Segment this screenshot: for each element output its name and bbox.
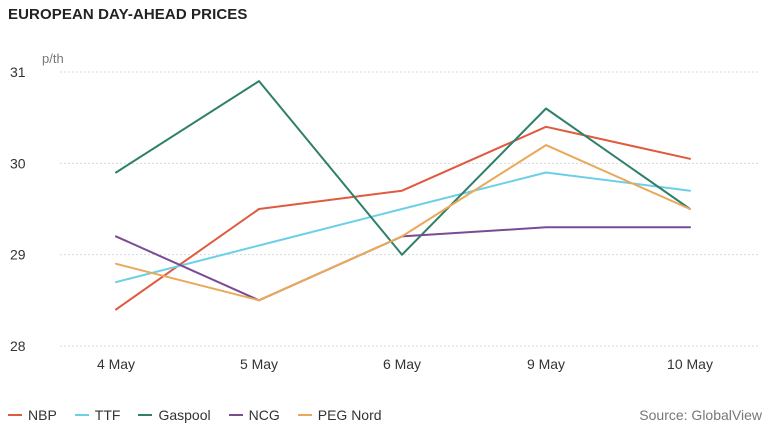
legend-item: PEG Nord	[297, 407, 382, 423]
y-axis-ticks: 28 29 30 31	[10, 64, 26, 354]
x-tick-label: 6 May	[383, 356, 421, 372]
gridlines	[60, 71, 760, 347]
legend-swatch	[8, 414, 22, 416]
series-line-ncg	[115, 226, 691, 302]
series-line-peg-nord	[115, 144, 691, 302]
legend-item: NBP	[8, 407, 57, 423]
series-line-gaspool	[115, 80, 691, 256]
series-line-ttf	[115, 171, 691, 284]
legend-item: TTF	[74, 407, 121, 423]
y-tick-label: 30	[10, 155, 26, 171]
legend-label: PEG Nord	[317, 407, 382, 423]
line-chart: p/th 28 29 30 31 4 May 5 May 6 May 9 May 10 May	[10, 51, 760, 372]
x-tick-label: 10 May	[667, 356, 713, 372]
y-axis-unit-label: p/th	[42, 51, 64, 66]
x-tick-label: 9 May	[527, 356, 565, 372]
legend: NBP TTF Gaspool NCG PEG Nord	[8, 407, 400, 423]
series-line-nbp	[115, 125, 691, 311]
chart-title: EUROPEAN DAY-AHEAD PRICES	[8, 6, 248, 23]
x-tick-label: 5 May	[240, 356, 278, 372]
legend-label: NCG	[248, 407, 280, 423]
x-axis-ticks: 4 May 5 May 6 May 9 May 10 May	[97, 356, 713, 372]
legend-label: TTF	[94, 407, 121, 423]
source-note: Source: GlobalView	[639, 407, 762, 423]
series-lines	[115, 80, 691, 311]
legend-item: NCG	[228, 407, 280, 423]
legend-label: NBP	[28, 407, 57, 423]
legend-label: Gaspool	[158, 407, 211, 423]
legend-swatch	[297, 414, 312, 416]
y-tick-label: 31	[10, 64, 26, 80]
legend-swatch	[74, 414, 89, 416]
x-tick-label: 4 May	[97, 356, 135, 372]
legend-item: Gaspool	[138, 407, 211, 423]
legend-swatch	[228, 414, 243, 416]
y-tick-label: 29	[10, 247, 26, 263]
legend-swatch	[138, 414, 153, 416]
y-tick-label: 28	[10, 338, 26, 354]
